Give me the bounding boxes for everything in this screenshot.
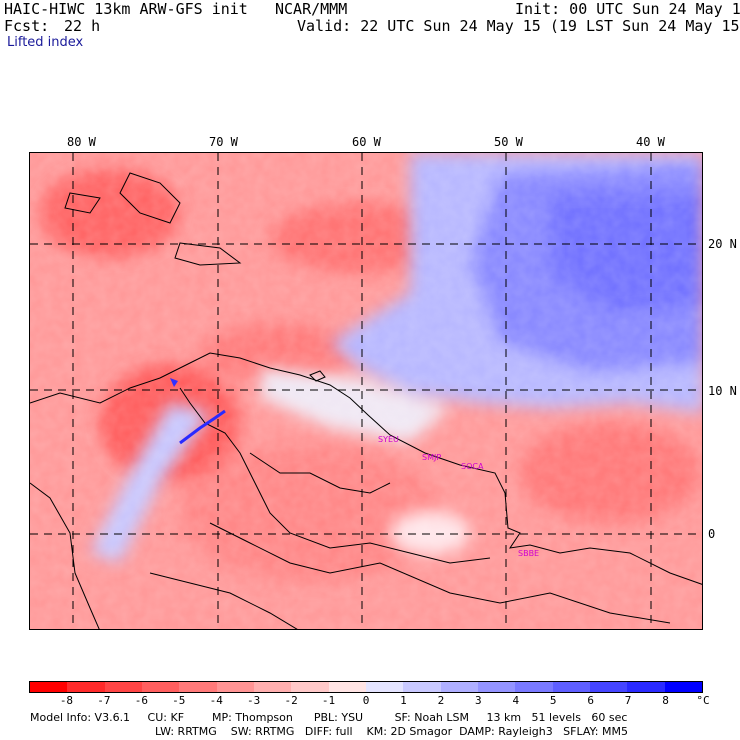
colorbar-segment [440, 682, 478, 692]
colorbar-segment [552, 682, 590, 692]
colorbar-segment [179, 682, 217, 692]
forecast-hour: 22 h [64, 17, 101, 35]
field-texture [30, 153, 702, 629]
field-name: Lifted index [7, 35, 84, 50]
model-title: HAIC-HIWC 13km ARW-GFS init [4, 0, 248, 18]
station-syeu: SYEU [378, 435, 399, 444]
lifted-index-map: SYEU SMJP SOCA SBBE [29, 152, 703, 630]
colorbar-unit: °C [696, 694, 710, 707]
colorbar-segment [403, 682, 441, 692]
colorbar-segment [67, 682, 105, 692]
colorbar-tick-label: 3 [475, 694, 482, 707]
valid-time: Valid: 22 UTC Sun 24 May 15 (19 LST Sun … [297, 17, 740, 35]
colorbar-segment [365, 682, 404, 692]
lon-label-60w: 60 W [352, 135, 381, 149]
init-time: Init: 00 UTC Sun 24 May 15 [515, 0, 740, 18]
colorbar-segment [291, 682, 329, 692]
colorbar-segment [328, 682, 366, 692]
forecast-label: Fcst: [4, 17, 50, 35]
station-smjp: SMJP [422, 453, 441, 462]
colorbar-tick-label: -2 [284, 694, 298, 707]
lat-label-10n: 10 N [708, 384, 737, 398]
colorbar-segment [627, 682, 665, 692]
colorbar-segment [30, 682, 68, 692]
colorbar [29, 681, 703, 693]
colorbar-tick-label: -5 [172, 694, 186, 707]
colorbar-tick-label: 5 [549, 694, 557, 707]
lat-label-0: 0 [708, 527, 716, 541]
colorbar-tick-label: 6 [587, 694, 594, 707]
colorbar-segment [664, 682, 702, 692]
colorbar-segment [104, 682, 142, 692]
lon-label-40w: 40 W [636, 135, 665, 149]
colorbar-segment [515, 682, 553, 692]
colorbar-tick-label: -8 [59, 694, 74, 707]
lake-maracaibo [170, 378, 178, 387]
station-sbbe: SBBE [518, 549, 539, 558]
colorbar-segment [216, 682, 254, 692]
colorbar-segment [141, 682, 180, 692]
colorbar-segment [589, 682, 628, 692]
colorbar-tick-label: 8 [662, 694, 669, 707]
lon-label-70w: 70 W [209, 135, 238, 149]
lon-label-50w: 50 W [494, 135, 523, 149]
colorbar-tick-label: -4 [209, 694, 223, 707]
colorbar-tick-label: -6 [134, 694, 148, 707]
colorbar-tick-label: 1 [400, 694, 407, 707]
lat-label-20n: 20 N [708, 237, 737, 251]
colorbar-tick-label: 0 [362, 694, 370, 707]
colorbar-tick-label: -7 [97, 694, 111, 707]
model-info-line2: LW: RRTMG SW: RRTMG DIFF: full KM: 2D Sm… [155, 725, 628, 738]
organization: NCAR/MMM [275, 0, 348, 18]
map-canvas: SYEU SMJP SOCA SBBE [30, 153, 702, 629]
lon-label-80w: 80 W [67, 135, 96, 149]
colorbar-segment [253, 682, 292, 692]
colorbar-tick-label: 7 [624, 694, 632, 707]
colorbar-tick-label: -3 [247, 694, 261, 707]
colorbar-tick-label: 2 [437, 694, 445, 707]
colorbar-tick-label: -1 [321, 694, 336, 707]
station-soca: SOCA [461, 462, 484, 471]
model-info-line1: Model Info: V3.6.1 CU: KF MP: Thompson P… [30, 711, 628, 724]
river [179, 409, 226, 445]
colorbar-tick-label: 4 [512, 694, 520, 707]
lat-lon-grid [30, 153, 702, 629]
colorbar-segment [477, 682, 516, 692]
